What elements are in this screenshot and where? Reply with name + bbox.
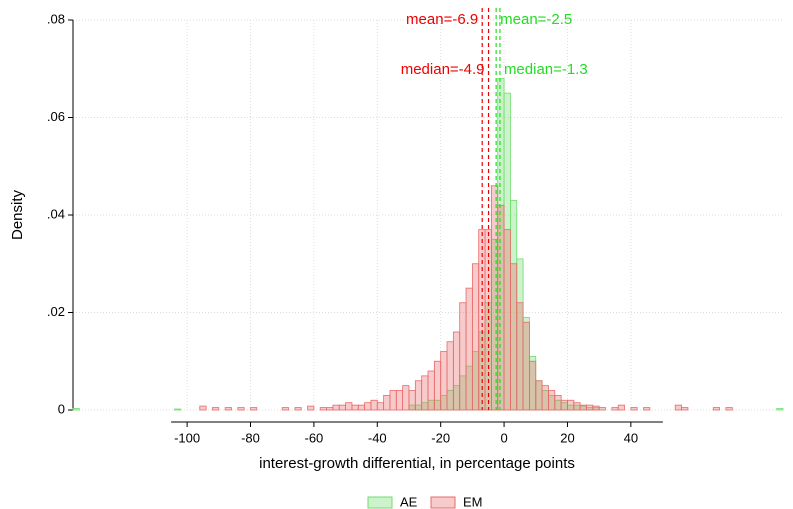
bar: [408, 390, 416, 411]
bar: [307, 405, 315, 411]
annotation: mean=-2.5: [500, 11, 572, 28]
bar: [427, 370, 435, 411]
x-tick-label: -40: [368, 430, 387, 445]
x-axis-label: interest-growth differential, in percent…: [259, 455, 575, 472]
bar: [535, 380, 543, 411]
bar: [326, 407, 334, 411]
bar: [389, 390, 397, 411]
bar: [395, 390, 404, 411]
bar: [281, 407, 289, 411]
bar: [503, 229, 511, 411]
y-axis-label: Density: [9, 189, 26, 240]
bar: [446, 341, 454, 411]
bar: [548, 390, 556, 411]
x-tick-label: 20: [560, 430, 574, 445]
bar: [72, 408, 80, 411]
y-tick-label: 0: [58, 401, 65, 416]
bar: [212, 407, 220, 411]
annotation: median=-4.9: [401, 61, 485, 78]
bar: [338, 404, 346, 411]
legend-swatch: [430, 496, 456, 509]
bar: [421, 375, 429, 411]
bar: [237, 407, 245, 411]
bar: [712, 407, 721, 411]
bar: [402, 385, 410, 411]
bar: [459, 302, 467, 411]
legend-label: EM: [463, 494, 483, 509]
bar: [725, 407, 733, 411]
bar: [294, 407, 302, 411]
annotation: mean=-6.9: [406, 11, 478, 28]
bar: [776, 408, 784, 411]
bar: [490, 185, 499, 411]
bar: [319, 407, 327, 411]
bar: [674, 404, 682, 411]
y-tick-label: .02: [47, 304, 65, 319]
bar: [681, 407, 689, 411]
legend-label: AE: [400, 494, 418, 509]
bar: [643, 407, 651, 411]
x-tick-label: -60: [304, 430, 323, 445]
bar: [567, 399, 575, 411]
bar: [516, 302, 524, 411]
bar: [351, 404, 359, 411]
bar: [440, 351, 448, 411]
bar: [364, 402, 372, 411]
bar: [174, 408, 182, 411]
y-tick-label: .04: [47, 206, 65, 221]
y-tick-label: .08: [47, 11, 65, 26]
bar: [224, 407, 232, 411]
x-tick-label: -20: [431, 430, 450, 445]
bar: [370, 399, 378, 411]
bar: [250, 407, 258, 411]
bar: [541, 385, 549, 411]
x-tick-label: 0: [500, 430, 507, 445]
x-tick-label: -80: [241, 430, 260, 445]
bar: [471, 263, 480, 411]
bar: [611, 407, 619, 411]
bar: [345, 402, 353, 411]
bar: [586, 404, 594, 411]
bar: [383, 394, 391, 411]
y-tick-label: .06: [47, 109, 65, 124]
bar: [522, 321, 530, 411]
bar: [510, 263, 518, 411]
bar: [465, 287, 473, 411]
bar: [376, 402, 385, 411]
bar: [529, 360, 537, 411]
bar: [617, 404, 625, 411]
bar: [332, 404, 340, 411]
bar: [592, 405, 600, 411]
annotation: median=-1.3: [504, 61, 588, 78]
bar: [579, 404, 587, 411]
bar: [560, 399, 568, 411]
bar: [452, 331, 461, 411]
bar: [433, 360, 442, 411]
x-tick-label: 40: [624, 430, 638, 445]
bar: [630, 407, 638, 411]
x-tick-label: -100: [174, 430, 200, 445]
bar: [598, 407, 606, 411]
bar: [497, 204, 505, 411]
bar: [554, 394, 562, 411]
bar: [199, 405, 207, 411]
bar: [414, 380, 423, 411]
bar: [573, 402, 581, 411]
legend-swatch: [367, 496, 393, 509]
bar: [357, 404, 366, 411]
